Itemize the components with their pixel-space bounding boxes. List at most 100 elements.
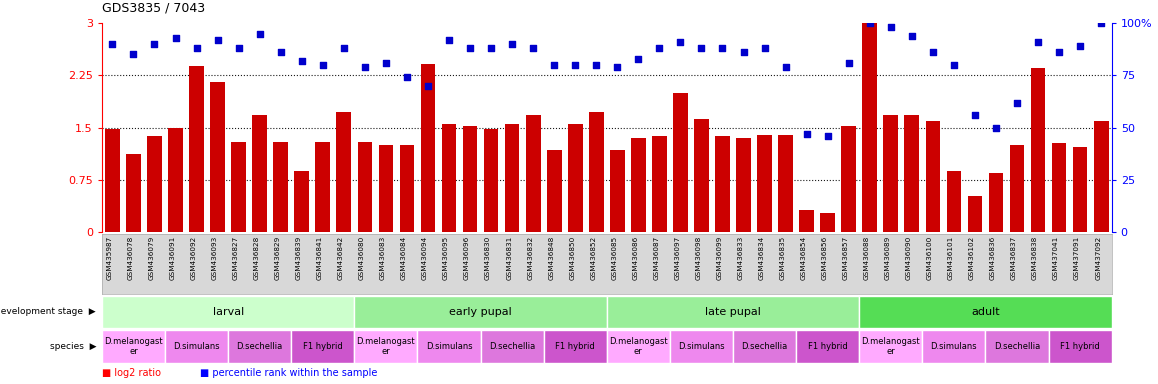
Text: GSM436078: GSM436078 — [127, 236, 133, 280]
Text: GSM436097: GSM436097 — [674, 236, 681, 280]
Text: GSM436079: GSM436079 — [148, 236, 154, 280]
Text: F1 hybrid: F1 hybrid — [303, 342, 343, 351]
Point — [672, 39, 690, 45]
Text: D.simulans: D.simulans — [679, 342, 725, 351]
Text: GSM436080: GSM436080 — [359, 236, 365, 280]
Bar — [859, 330, 922, 363]
Bar — [607, 296, 859, 328]
Bar — [589, 113, 603, 232]
Text: GSM436836: GSM436836 — [990, 236, 996, 280]
Point — [103, 41, 122, 47]
Bar — [526, 115, 541, 232]
Point — [840, 60, 858, 66]
Bar — [757, 135, 772, 232]
Text: GSM436852: GSM436852 — [591, 236, 596, 280]
Point — [1092, 20, 1111, 26]
Bar — [543, 330, 607, 363]
Text: D.melanogast
er: D.melanogast er — [104, 337, 163, 356]
Bar — [863, 23, 877, 232]
Bar — [1031, 68, 1046, 232]
Bar — [842, 126, 856, 232]
Text: F1 hybrid: F1 hybrid — [556, 342, 595, 351]
Bar — [417, 330, 481, 363]
Bar — [1072, 147, 1087, 232]
Bar — [669, 330, 733, 363]
Text: GSM436848: GSM436848 — [548, 236, 555, 280]
Text: GSM436085: GSM436085 — [611, 236, 617, 280]
Text: GSM436100: GSM436100 — [926, 236, 933, 280]
Text: GSM436832: GSM436832 — [527, 236, 533, 280]
Bar — [126, 154, 141, 232]
Point — [755, 45, 774, 51]
Text: GSM436839: GSM436839 — [295, 236, 302, 280]
Point — [734, 49, 753, 55]
Text: GSM436856: GSM436856 — [822, 236, 828, 280]
Text: GSM436087: GSM436087 — [653, 236, 659, 280]
Text: GSM436835: GSM436835 — [779, 236, 785, 280]
Point — [293, 58, 312, 64]
Point — [208, 37, 227, 43]
Bar — [102, 296, 354, 328]
Point — [188, 45, 206, 51]
Point — [1007, 99, 1026, 106]
Text: GSM436828: GSM436828 — [254, 236, 259, 280]
Text: GSM437092: GSM437092 — [1095, 236, 1101, 280]
Point — [1071, 43, 1090, 49]
Point — [376, 60, 395, 66]
Bar — [985, 330, 1049, 363]
Bar — [228, 330, 291, 363]
Text: GSM436837: GSM436837 — [1011, 236, 1017, 280]
Text: GSM436857: GSM436857 — [843, 236, 849, 280]
Bar — [946, 171, 961, 232]
Bar — [797, 330, 859, 363]
Bar — [337, 113, 351, 232]
Text: GSM436827: GSM436827 — [233, 236, 239, 280]
Point — [713, 45, 732, 51]
Bar — [379, 145, 394, 232]
Point — [271, 49, 290, 55]
Bar — [400, 145, 415, 232]
Point — [545, 62, 564, 68]
Text: F1 hybrid: F1 hybrid — [808, 342, 848, 351]
Point — [124, 51, 142, 58]
Text: GSM436094: GSM436094 — [422, 236, 428, 280]
Bar — [463, 126, 477, 232]
Text: GSM437091: GSM437091 — [1075, 236, 1080, 280]
Text: GSM436831: GSM436831 — [506, 236, 512, 280]
Text: adult: adult — [972, 307, 999, 317]
Point — [314, 62, 332, 68]
Text: D.sechellia: D.sechellia — [994, 342, 1040, 351]
Point — [1028, 39, 1047, 45]
Text: late pupal: late pupal — [705, 307, 761, 317]
Text: larval: larval — [213, 307, 243, 317]
Bar — [1051, 143, 1067, 232]
Text: D.melanogast
er: D.melanogast er — [862, 337, 921, 356]
Bar — [694, 119, 709, 232]
Text: GSM436841: GSM436841 — [317, 236, 323, 280]
Text: ■ log2 ratio: ■ log2 ratio — [102, 368, 161, 378]
Bar — [147, 136, 162, 232]
Text: D.simulans: D.simulans — [931, 342, 977, 351]
Text: D.sechellia: D.sechellia — [489, 342, 535, 351]
Point — [945, 62, 963, 68]
Bar — [922, 330, 985, 363]
Bar — [252, 115, 267, 232]
Bar — [733, 330, 797, 363]
Point — [566, 62, 585, 68]
Point — [523, 45, 542, 51]
Point — [987, 124, 1005, 131]
Text: GSM436089: GSM436089 — [885, 236, 891, 280]
Point — [902, 33, 921, 39]
Text: ■ percentile rank within the sample: ■ percentile rank within the sample — [200, 368, 378, 378]
Bar — [315, 142, 330, 232]
Point — [250, 30, 269, 36]
Point — [798, 131, 816, 137]
Bar — [1049, 330, 1112, 363]
Point — [229, 45, 248, 51]
Bar — [484, 129, 498, 232]
Bar — [820, 213, 835, 232]
Bar — [673, 93, 688, 232]
Point — [860, 20, 879, 26]
Text: GSM436830: GSM436830 — [485, 236, 491, 280]
Point — [819, 133, 837, 139]
